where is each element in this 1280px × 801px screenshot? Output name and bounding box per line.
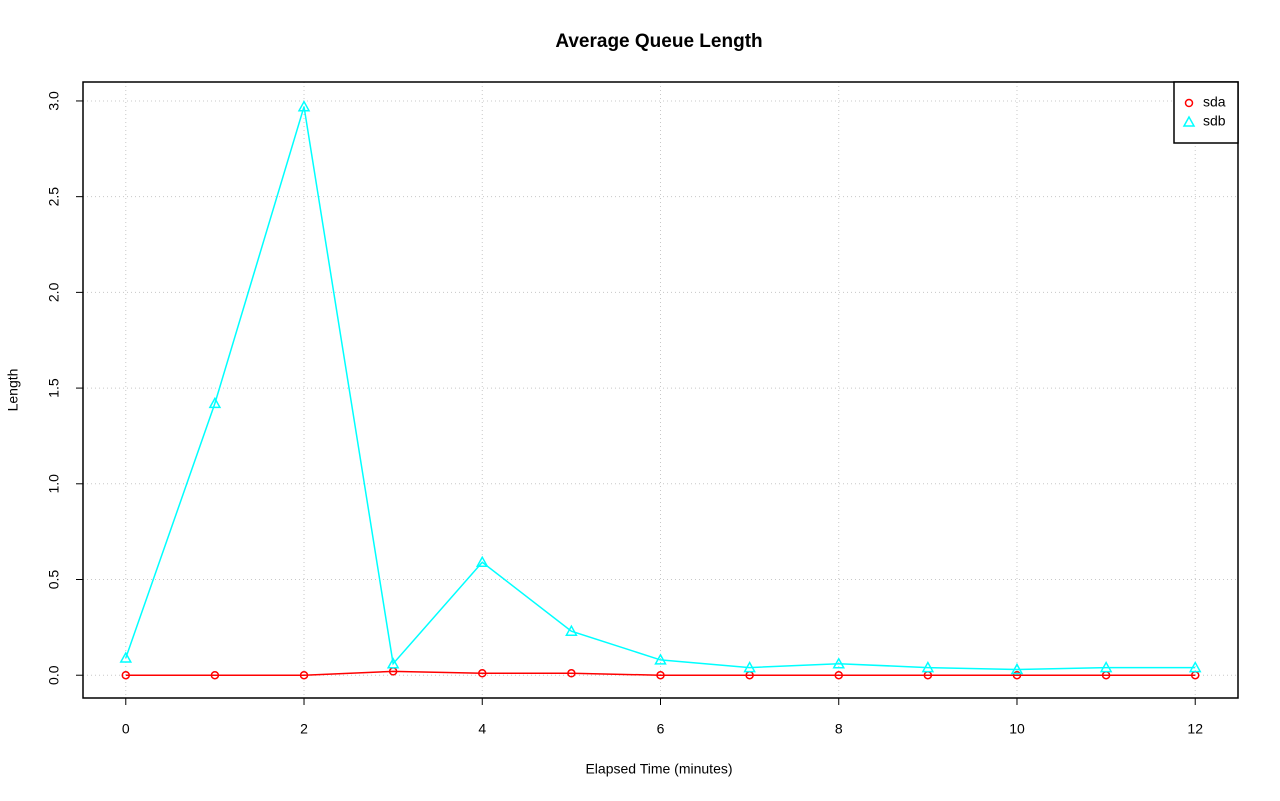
x-tick-label: 0 <box>122 721 130 737</box>
x-axis-label: Elapsed Time (minutes) <box>585 761 732 777</box>
data-point <box>832 657 846 669</box>
y-axis-label: Length <box>5 369 21 412</box>
data-point <box>834 670 843 680</box>
data-point <box>1099 661 1113 673</box>
y-tick-label: 2.5 <box>46 187 62 207</box>
x-tick-label: 10 <box>1009 721 1025 737</box>
data-point <box>210 670 220 680</box>
data-point <box>121 670 131 680</box>
data-point <box>208 396 222 409</box>
y-tick-label: 1.5 <box>46 378 62 398</box>
legend-label: sdb <box>1203 113 1226 129</box>
series-line <box>125 670 1196 676</box>
chart-title: Average Queue Length <box>555 31 762 52</box>
data-point <box>386 657 400 669</box>
x-tick-label: 8 <box>835 721 843 737</box>
y-tick-label: 0.5 <box>46 570 62 590</box>
data-point <box>1188 661 1202 673</box>
legend-marker <box>1182 115 1196 127</box>
legend-label: sda <box>1203 94 1226 110</box>
data-point <box>1012 670 1022 680</box>
plot-frame <box>82 81 1239 699</box>
data-point <box>567 669 576 678</box>
x-tick-label: 2 <box>300 721 308 737</box>
x-tick-label: 12 <box>1187 721 1203 737</box>
legend-box <box>1173 81 1239 144</box>
data-point <box>297 100 311 112</box>
series-line <box>125 106 1196 671</box>
x-tick-label: 6 <box>657 721 665 737</box>
data-point <box>1010 662 1024 675</box>
data-point <box>654 653 667 665</box>
data-point <box>921 661 935 673</box>
y-tick-label: 3.0 <box>46 91 62 111</box>
data-point <box>743 661 756 673</box>
y-tick-label: 1.0 <box>46 474 62 494</box>
legend-marker <box>1184 98 1194 108</box>
y-tick-label: 2.0 <box>46 282 62 302</box>
data-point <box>119 651 133 663</box>
data-point <box>475 555 489 568</box>
x-tick-label: 4 <box>478 721 486 737</box>
data-point <box>565 624 578 636</box>
data-point <box>478 669 487 678</box>
data-point <box>656 670 665 680</box>
data-point <box>299 670 309 680</box>
y-tick-label: 0.0 <box>46 665 62 685</box>
